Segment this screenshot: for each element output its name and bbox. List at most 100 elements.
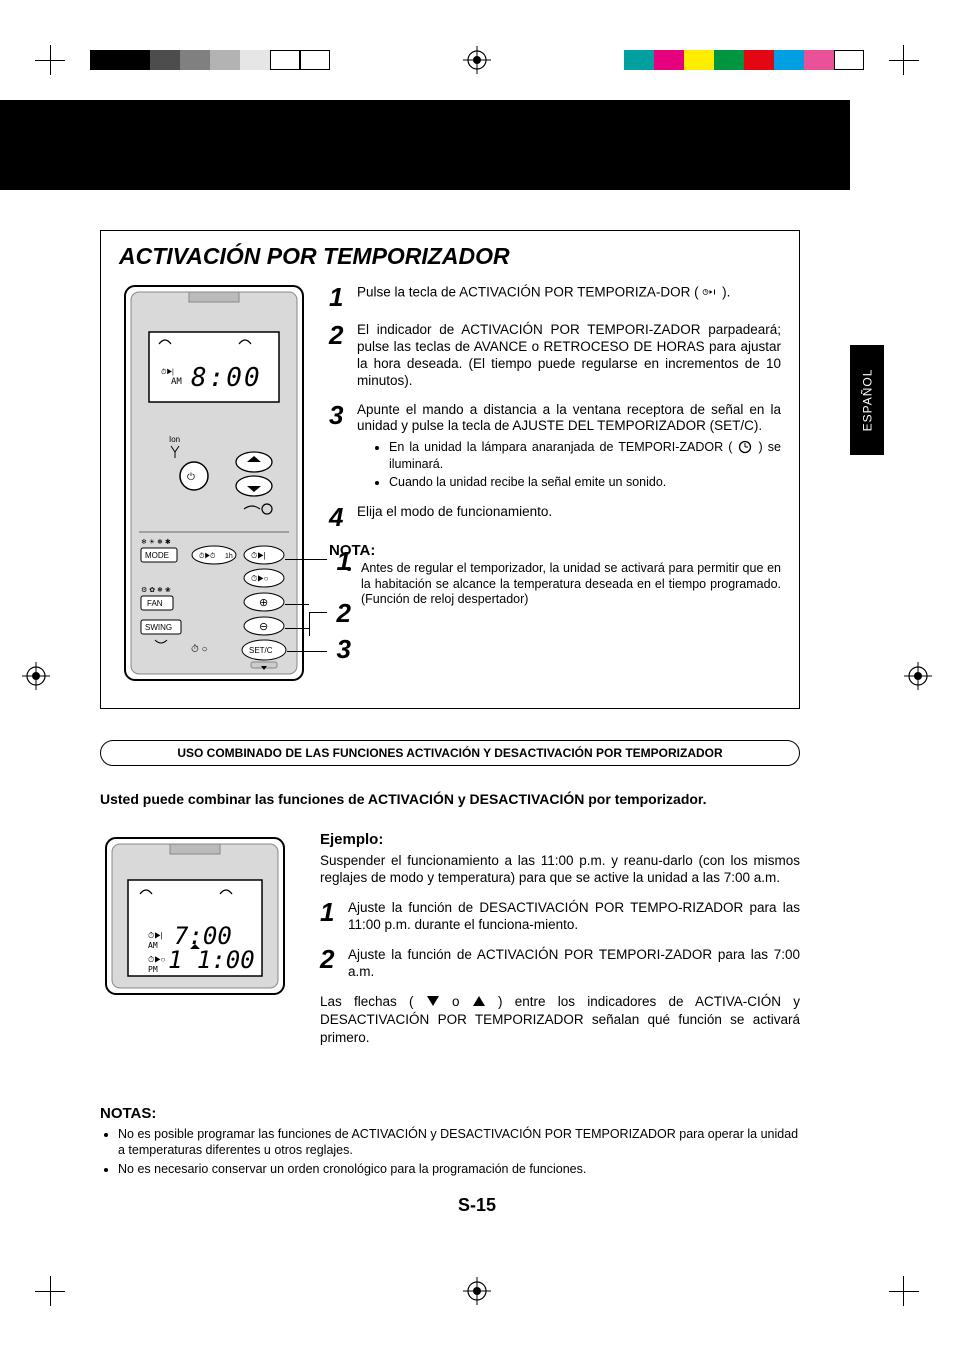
- registration-target-icon: [22, 662, 50, 690]
- step-number: 2: [329, 322, 349, 390]
- crop-mark: [30, 40, 70, 80]
- svg-text:FAN: FAN: [147, 599, 163, 608]
- svg-text:AM: AM: [171, 377, 182, 387]
- step-2: 2 El indicador de ACTIVACIÓN POR TEMPORI…: [329, 322, 781, 390]
- color-swatch: [240, 50, 270, 70]
- sub-bullet: En la unidad la lámpara anaranjada de TE…: [389, 439, 781, 472]
- svg-text:1h: 1h: [225, 553, 233, 560]
- mini-remote-illustration: ⏱▶| AM 7:00 ⏱▶○ PM 1 1:00: [100, 836, 290, 1046]
- step-number: 3: [329, 402, 349, 493]
- step-text: Ajuste la función de DESACTIVACIÓN POR T…: [348, 899, 800, 934]
- crop-mark: [884, 1271, 924, 1311]
- page-number: S-15: [0, 1195, 954, 1216]
- svg-text:⊖: ⊖: [259, 621, 268, 633]
- timer-on-icon: [702, 284, 718, 302]
- color-swatch: [834, 50, 864, 70]
- color-bar-left: [90, 50, 330, 70]
- svg-text:SWING: SWING: [145, 623, 172, 632]
- color-swatch: [654, 50, 684, 70]
- callout-number-2: 2: [337, 598, 351, 629]
- notas-label: NOTAS:: [100, 1105, 800, 1122]
- svg-text:⏱▶○: ⏱▶○: [148, 955, 166, 964]
- step-text: Elija el modo de funcionamiento.: [357, 504, 552, 530]
- svg-text:⚙ ✿ ❅ ❀: ⚙ ✿ ❅ ❀: [141, 586, 171, 594]
- color-swatch: [804, 50, 834, 70]
- nota-text: Antes de regular el temporizador, la uni…: [361, 561, 781, 608]
- timer-activation-section: ACTIVACIÓN POR TEMPORIZADOR AM 8:00 ⏱▶|: [100, 230, 800, 709]
- callout-number-3: 3: [337, 634, 351, 665]
- printer-marks-bottom: [0, 1271, 954, 1311]
- color-swatch: [774, 50, 804, 70]
- registration-target-icon: [463, 1277, 491, 1305]
- svg-text:⏱▶⏱: ⏱▶⏱: [199, 552, 216, 560]
- example-intro: Suspender el funcionamiento a las 11:00 …: [320, 852, 800, 887]
- color-swatch: [90, 50, 120, 70]
- color-swatch: [300, 50, 330, 70]
- svg-text:⏱▶|: ⏱▶|: [161, 368, 174, 376]
- arrow-down-icon: [426, 993, 440, 1011]
- svg-text:⊕: ⊕: [259, 597, 268, 609]
- svg-text:SET/C: SET/C: [249, 646, 273, 655]
- step-4: 4 Elija el modo de funcionamiento.: [329, 504, 781, 530]
- example-step-2: 2 Ajuste la función de ACTIVACIÓN POR TE…: [320, 946, 800, 981]
- svg-text:PM: PM: [148, 965, 158, 974]
- step-number: 1: [320, 899, 340, 934]
- notas-section: NOTAS: No es posible programar las funci…: [100, 1105, 800, 1179]
- color-swatch: [270, 50, 300, 70]
- step-text: El indicador de ACTIVACIÓN POR TEMPORI-Z…: [357, 322, 781, 390]
- callout-number-1: 1: [337, 546, 351, 577]
- step-text: Ajuste la función de ACTIVACIÓN POR TEMP…: [348, 946, 800, 981]
- header-black-bar: [0, 100, 850, 190]
- step-3: 3 Apunte el mando a distancia a la venta…: [329, 402, 781, 493]
- step-text: Pulse la tecla de ACTIVACIÓN POR TEMPORI…: [357, 284, 730, 310]
- combined-use-heading: USO COMBINADO DE LAS FUNCIONES ACTIVACIÓ…: [100, 740, 800, 766]
- step-1: 1 Pulse la tecla de ACTIVACIÓN POR TEMPO…: [329, 284, 781, 310]
- svg-text:⏱▶|: ⏱▶|: [251, 551, 266, 560]
- nota-item: No es necesario conservar un orden crono…: [118, 1161, 800, 1177]
- svg-text:⏱▶○: ⏱▶○: [251, 574, 269, 583]
- color-swatch: [714, 50, 744, 70]
- registration-target-icon: [463, 46, 491, 74]
- svg-text:8:00: 8:00: [191, 363, 262, 393]
- color-swatch: [210, 50, 240, 70]
- color-swatch: [624, 50, 654, 70]
- example-step-1: 1 Ajuste la función de DESACTIVACIÓN POR…: [320, 899, 800, 934]
- steps-list: 1 Pulse la tecla de ACTIVACIÓN POR TEMPO…: [329, 284, 781, 684]
- nota-label: NOTA:: [329, 542, 781, 561]
- step-text: Apunte el mando a distancia a la ventana…: [357, 402, 781, 493]
- example-label: Ejemplo:: [320, 830, 800, 850]
- arrows-explanation: Las flechas ( o ) entre los indicadores …: [320, 993, 800, 1046]
- language-label: ESPAÑOL: [860, 369, 874, 432]
- step-number: 1: [329, 284, 349, 310]
- svg-text:⏻: ⏻: [187, 472, 195, 483]
- svg-text:❄ ☀ ❅ ✱: ❄ ☀ ❅ ✱: [141, 538, 171, 546]
- example-steps: Ejemplo: Suspender el funcionamiento a l…: [320, 830, 800, 1046]
- registration-target-icon: [904, 662, 932, 690]
- step-number: 2: [320, 946, 340, 981]
- example-section: ⏱▶| AM 7:00 ⏱▶○ PM 1 1:00 Ejemplo: Suspe…: [100, 830, 800, 1046]
- crop-mark: [30, 1271, 70, 1311]
- arrow-up-icon: [472, 993, 486, 1011]
- svg-text:⏱▶|: ⏱▶|: [148, 931, 163, 940]
- combine-intro: Usted puede combinar las funciones de AC…: [100, 790, 800, 808]
- svg-text:1 1:00: 1 1:00: [168, 946, 255, 974]
- nota-item: No es posible programar las funciones de…: [118, 1126, 800, 1159]
- step-number: 4: [329, 504, 349, 530]
- timer-icon: [737, 439, 753, 457]
- section-title: ACTIVACIÓN POR TEMPORIZADOR: [119, 243, 781, 270]
- language-tab: ESPAÑOL: [850, 345, 884, 455]
- crop-mark: [884, 40, 924, 80]
- color-bar-right: [624, 50, 864, 70]
- color-swatch: [744, 50, 774, 70]
- svg-text:⏱ ○: ⏱ ○: [191, 644, 208, 655]
- color-swatch: [150, 50, 180, 70]
- color-swatch: [120, 50, 150, 70]
- color-swatch: [684, 50, 714, 70]
- svg-text:MODE: MODE: [145, 551, 169, 560]
- color-swatch: [180, 50, 210, 70]
- svg-text:AM: AM: [148, 941, 158, 950]
- svg-text:Ion: Ion: [169, 435, 180, 444]
- remote-illustration: AM 8:00 ⏱▶| Ion ⏻ ❄: [119, 284, 309, 684]
- sub-bullet: Cuando la unidad recibe la señal emite u…: [389, 475, 781, 491]
- printer-marks-top: [0, 40, 954, 80]
